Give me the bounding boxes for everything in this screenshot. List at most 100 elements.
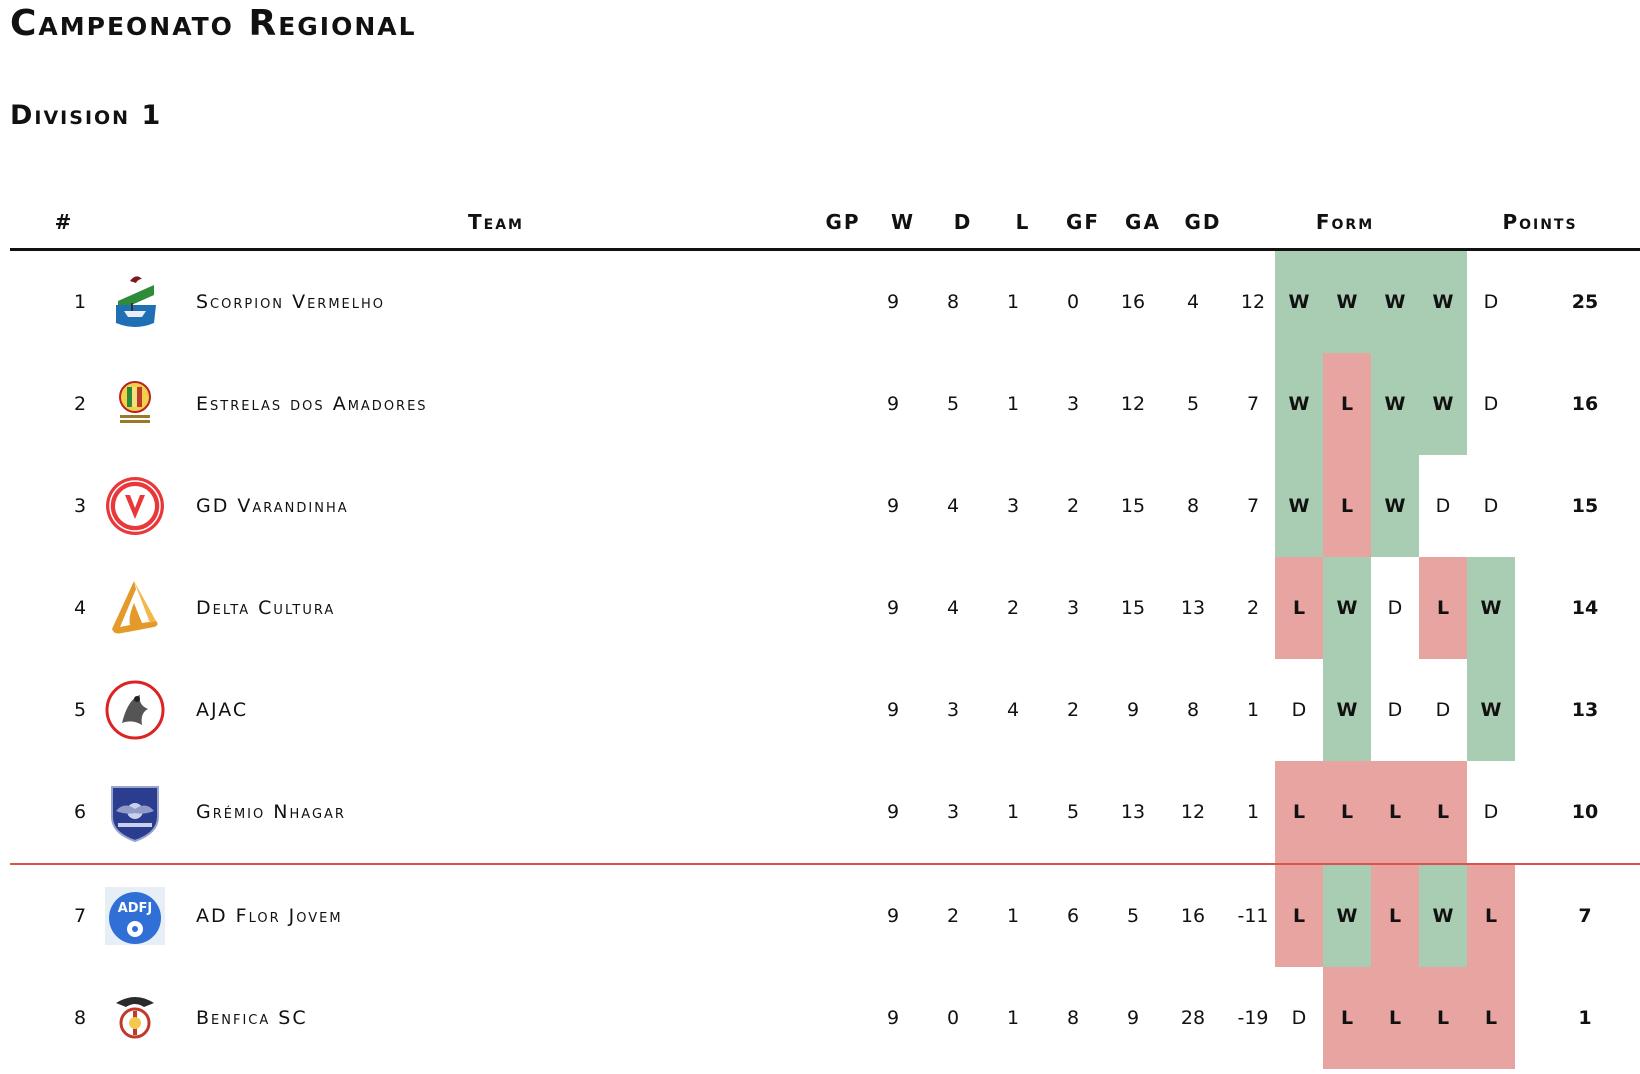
ga-cell: 28	[1180, 1007, 1206, 1029]
position-cell: 1	[73, 291, 87, 313]
form-result-1: W	[1275, 455, 1323, 557]
d-cell: 2	[1006, 597, 1020, 619]
team-name: Scorpion Vermelho	[196, 291, 385, 313]
position-cell: 6	[73, 801, 87, 823]
form-result-1: L	[1275, 865, 1323, 967]
table-row: 8 Benfica SC 9 0 1 8 9 28 -19 D L L L L 1	[10, 967, 1640, 1069]
l-cell: 2	[1066, 495, 1080, 517]
gf-cell: 16	[1120, 291, 1146, 313]
header-position: #	[54, 210, 74, 234]
team-name: Benfica SC	[196, 1007, 308, 1029]
header-team: Team	[468, 210, 524, 234]
ga-cell: 5	[1186, 393, 1200, 415]
form-result-2: L	[1323, 353, 1371, 455]
gp-cell: 9	[886, 495, 900, 517]
gf-cell: 12	[1120, 393, 1146, 415]
page-title: Campeonato Regional	[10, 3, 417, 44]
ajac-crest-icon	[102, 659, 168, 761]
form-result-2: W	[1323, 865, 1371, 967]
points-cell: 7	[1578, 905, 1592, 927]
gp-cell: 9	[886, 801, 900, 823]
gd-cell: 1	[1246, 801, 1260, 823]
w-cell: 4	[946, 597, 960, 619]
table-body: 1 Scorpion Vermelho 9 8 1 0 16 4 12 W W W W D 25 2 Estre…	[10, 251, 1640, 1069]
form-result-2: L	[1323, 967, 1371, 1069]
points-cell: 25	[1571, 291, 1599, 313]
gd-varandinha-crest-icon	[102, 455, 168, 557]
form-result-3: L	[1371, 967, 1419, 1069]
form-result-4: L	[1419, 967, 1467, 1069]
ga-cell: 13	[1180, 597, 1206, 619]
division-subtitle: Division 1	[10, 100, 163, 131]
form-result-1: D	[1291, 1007, 1307, 1029]
gp-cell: 9	[886, 1007, 900, 1029]
form-result-2: L	[1323, 455, 1371, 557]
form-result-4: D	[1435, 495, 1451, 517]
l-cell: 0	[1066, 291, 1080, 313]
team-name: Grémio Nhagar	[196, 801, 346, 823]
ga-cell: 12	[1180, 801, 1206, 823]
d-cell: 1	[1006, 393, 1020, 415]
table-row: 5 AJAC 9 3 4 2 9 8 1 D W D D W 13	[10, 659, 1640, 761]
header-form: Form	[1315, 210, 1375, 234]
d-cell: 1	[1006, 291, 1020, 313]
w-cell: 4	[946, 495, 960, 517]
table-header: # Team GP W D L GF GA GD Form Points	[10, 196, 1640, 251]
form-result-5: W	[1467, 659, 1515, 761]
form-result-1: W	[1275, 353, 1323, 455]
team-name: AJAC	[196, 699, 249, 721]
header-l: L	[1015, 210, 1031, 234]
table-row: 2 Estrelas dos Amadores 9 5 1 3 12 5 7 W L W W D 16	[10, 353, 1640, 455]
d-cell: 3	[1006, 495, 1020, 517]
form-result-5: L	[1467, 967, 1515, 1069]
w-cell: 3	[946, 699, 960, 721]
l-cell: 2	[1066, 699, 1080, 721]
team-name: Estrelas dos Amadores	[196, 393, 428, 415]
form-result-4: L	[1419, 761, 1467, 863]
form-result-5: D	[1483, 393, 1499, 415]
form-result-2: W	[1323, 557, 1371, 659]
w-cell: 3	[946, 801, 960, 823]
points-cell: 13	[1571, 699, 1599, 721]
form-result-4: W	[1419, 251, 1467, 353]
table-row: 4 Delta Cultura 9 4 2 3 15 13 2 L W D L W 14	[10, 557, 1640, 659]
w-cell: 5	[946, 393, 960, 415]
form-result-1: D	[1291, 699, 1307, 721]
team-name-cell: GD Varandinha	[196, 455, 816, 557]
position-cell: 5	[73, 699, 87, 721]
form-result-3: D	[1387, 597, 1403, 619]
gd-cell: 12	[1240, 291, 1266, 313]
team-name-cell: Scorpion Vermelho	[196, 251, 816, 353]
w-cell: 8	[946, 291, 960, 313]
position-cell: 3	[73, 495, 87, 517]
form-result-2: L	[1323, 761, 1371, 863]
gd-cell: 2	[1246, 597, 1260, 619]
points-cell: 10	[1571, 801, 1599, 823]
team-name-cell: Delta Cultura	[196, 557, 816, 659]
team-name: Delta Cultura	[196, 597, 336, 619]
w-cell: 0	[946, 1007, 960, 1029]
form-result-5: W	[1467, 557, 1515, 659]
team-name: GD Varandinha	[196, 495, 349, 517]
l-cell: 3	[1066, 597, 1080, 619]
ga-cell: 8	[1186, 699, 1200, 721]
header-points: Points	[1502, 210, 1578, 234]
form-result-3: D	[1387, 699, 1403, 721]
gf-cell: 9	[1126, 1007, 1140, 1029]
l-cell: 5	[1066, 801, 1080, 823]
gp-cell: 9	[886, 393, 900, 415]
form-result-5: D	[1483, 495, 1499, 517]
form-result-4: L	[1419, 557, 1467, 659]
position-cell: 2	[73, 393, 87, 415]
header-d: D	[953, 210, 973, 234]
d-cell: 1	[1006, 801, 1020, 823]
d-cell: 1	[1006, 1007, 1020, 1029]
form-result-3: W	[1371, 353, 1419, 455]
form-result-4: W	[1419, 353, 1467, 455]
d-cell: 4	[1006, 699, 1020, 721]
gp-cell: 9	[886, 699, 900, 721]
gf-cell: 13	[1120, 801, 1146, 823]
team-name-cell: Grémio Nhagar	[196, 761, 816, 863]
table-row: 3 GD Varandinha 9 4 3 2 15 8 7 W L W D D 15	[10, 455, 1640, 557]
form-result-1: W	[1275, 251, 1323, 353]
